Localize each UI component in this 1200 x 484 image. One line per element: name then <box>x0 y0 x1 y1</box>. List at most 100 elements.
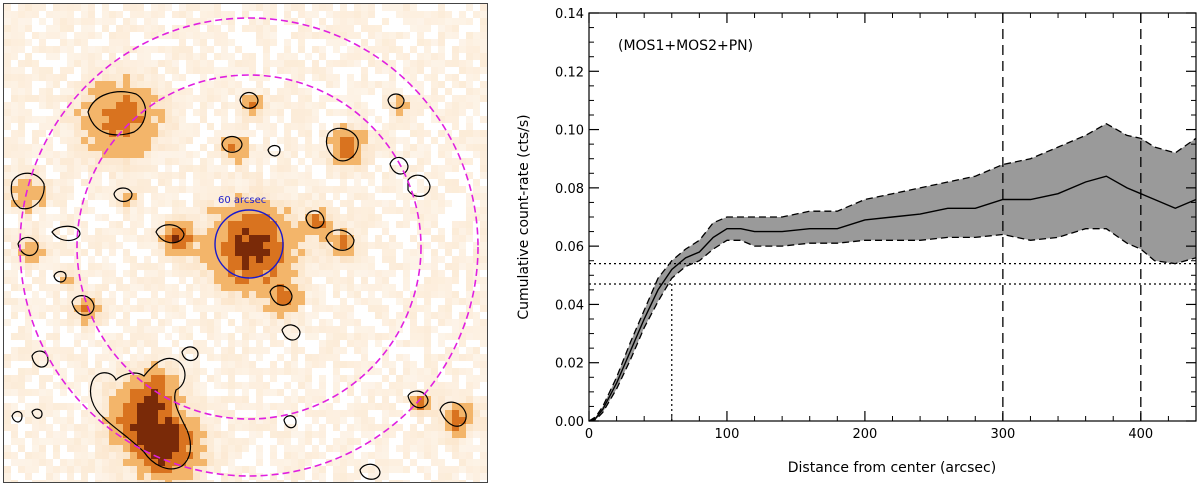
image-pixel <box>53 438 60 445</box>
image-pixel <box>389 109 396 116</box>
image-pixel <box>417 25 424 32</box>
image-pixel <box>333 109 340 116</box>
image-pixel <box>193 172 200 179</box>
image-pixel <box>102 403 109 410</box>
image-pixel <box>284 207 291 214</box>
image-pixel <box>277 256 284 263</box>
image-pixel <box>186 263 193 270</box>
image-pixel <box>347 102 354 109</box>
image-pixel <box>53 480 60 482</box>
image-pixel <box>466 382 473 389</box>
image-pixel <box>88 368 95 375</box>
image-pixel <box>60 32 67 39</box>
image-pixel <box>445 284 452 291</box>
image-pixel <box>39 396 46 403</box>
image-pixel <box>25 193 32 200</box>
source-contour <box>407 390 429 409</box>
image-pixel <box>88 319 95 326</box>
image-pixel <box>242 214 249 221</box>
image-pixel <box>270 312 277 319</box>
image-pixel <box>123 25 130 32</box>
image-pixel <box>137 396 144 403</box>
image-pixel <box>74 256 81 263</box>
image-pixel <box>270 298 277 305</box>
image-pixel <box>333 361 340 368</box>
image-pixel <box>25 109 32 116</box>
image-pixel <box>151 263 158 270</box>
image-pixel <box>305 361 312 368</box>
image-pixel <box>333 95 340 102</box>
image-pixel <box>466 256 473 263</box>
image-pixel <box>249 186 256 193</box>
image-pixel <box>361 11 368 18</box>
image-pixel <box>235 207 242 214</box>
image-pixel <box>466 291 473 298</box>
image-pixel <box>165 480 172 482</box>
image-pixel <box>18 144 25 151</box>
image-pixel <box>221 39 228 46</box>
image-pixel <box>284 305 291 312</box>
image-pixel <box>186 186 193 193</box>
image-pixel <box>333 221 340 228</box>
image-pixel <box>431 291 438 298</box>
image-pixel <box>60 207 67 214</box>
image-pixel <box>256 263 263 270</box>
image-pixel <box>186 417 193 424</box>
image-pixel <box>165 67 172 74</box>
image-pixel <box>228 235 235 242</box>
image-pixel <box>319 382 326 389</box>
image-pixel <box>235 144 242 151</box>
image-pixel <box>151 67 158 74</box>
image-pixel <box>116 123 123 130</box>
image-pixel <box>74 95 81 102</box>
image-pixel <box>102 270 109 277</box>
image-pixel <box>165 249 172 256</box>
image-pixel <box>256 214 263 221</box>
image-pixel <box>207 235 214 242</box>
image-pixel <box>74 214 81 221</box>
image-pixel <box>361 137 368 144</box>
image-pixel <box>46 123 53 130</box>
image-pixel <box>452 228 459 235</box>
error-band <box>589 123 1196 421</box>
image-pixel <box>473 67 480 74</box>
image-pixel <box>270 403 277 410</box>
image-pixel <box>186 361 193 368</box>
image-pixel <box>123 312 130 319</box>
image-pixel <box>151 368 158 375</box>
image-pixel <box>466 95 473 102</box>
image-pixel <box>165 193 172 200</box>
image-pixel <box>445 312 452 319</box>
image-pixel <box>438 18 445 25</box>
image-pixel <box>305 480 312 482</box>
image-pixel <box>389 389 396 396</box>
image-pixel <box>116 186 123 193</box>
image-pixel <box>81 410 88 417</box>
image-pixel <box>200 291 207 298</box>
image-pixel <box>214 340 221 347</box>
y-tick-label: 0.08 <box>555 182 584 197</box>
image-pixel <box>11 277 18 284</box>
image-pixel <box>452 165 459 172</box>
image-pixel <box>452 438 459 445</box>
image-pixel <box>200 179 207 186</box>
image-pixel <box>424 284 431 291</box>
image-pixel <box>466 445 473 452</box>
image-pixel <box>270 291 277 298</box>
image-pixel <box>228 67 235 74</box>
image-pixel <box>249 88 256 95</box>
image-pixel <box>200 165 207 172</box>
image-pixel <box>228 214 235 221</box>
image-pixel <box>333 480 340 482</box>
image-pixel <box>18 284 25 291</box>
image-pixel <box>95 235 102 242</box>
image-pixel <box>319 466 326 473</box>
image-pixel <box>389 137 396 144</box>
image-pixel <box>361 242 368 249</box>
image-pixel <box>361 235 368 242</box>
image-pixel <box>228 207 235 214</box>
image-pixel <box>151 382 158 389</box>
image-pixel <box>53 403 60 410</box>
image-pixel <box>333 382 340 389</box>
image-pixel <box>137 354 144 361</box>
